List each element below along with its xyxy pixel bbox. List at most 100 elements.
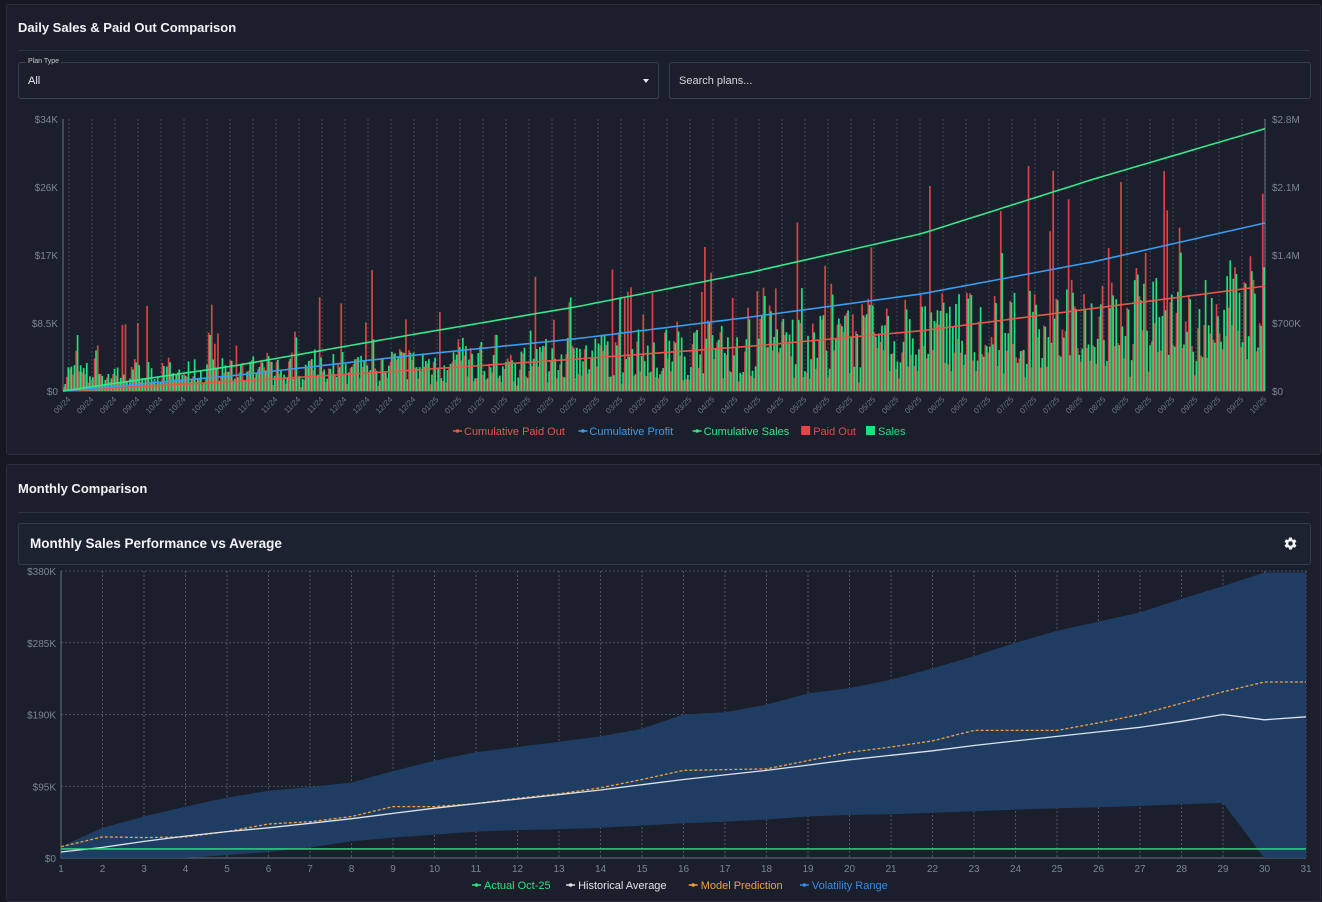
sales-bar xyxy=(1247,336,1250,391)
paid-out-bar xyxy=(1107,248,1110,391)
sales-bar xyxy=(1096,338,1099,391)
sales-bar xyxy=(733,355,735,391)
sales-bar xyxy=(539,347,541,391)
paid-out-bar xyxy=(96,345,99,391)
sales-bar xyxy=(720,325,723,391)
paid-out-bar xyxy=(321,371,324,391)
paid-out-bar xyxy=(1061,329,1064,391)
paid-out-bar xyxy=(938,324,940,391)
paid-out-bar xyxy=(1246,359,1249,391)
paid-out-bar xyxy=(1147,371,1150,391)
paid-out-bar xyxy=(630,287,632,391)
paid-out-bar xyxy=(374,368,376,391)
paid-out-bar xyxy=(210,304,213,391)
paid-out-bar xyxy=(124,324,127,391)
sales-bar xyxy=(264,370,267,391)
paid-out-bar xyxy=(475,378,478,391)
paid-out-bar xyxy=(808,378,811,391)
sales-bar xyxy=(147,362,150,391)
sales-bar xyxy=(1229,260,1232,391)
paid-out-bar xyxy=(1073,306,1076,391)
y-tick-label: $0 xyxy=(45,854,57,865)
paid-out-bar xyxy=(781,321,783,391)
sales-bar xyxy=(887,315,889,391)
sales-bar xyxy=(486,378,489,391)
paid-out-bar xyxy=(756,291,759,391)
paid-out-bar xyxy=(251,360,253,391)
legend: Actual Oct-25 Historical Average Model Pre… xyxy=(472,880,888,892)
paid-out-bar xyxy=(981,354,984,391)
paid-out-bar xyxy=(898,378,900,391)
x-tick-label: 27 xyxy=(1134,864,1146,875)
sales-bar xyxy=(662,368,664,391)
paid-out-bar xyxy=(1172,345,1175,391)
paid-out-bar xyxy=(1231,325,1233,391)
sales-bar xyxy=(378,380,381,391)
sales-bar xyxy=(628,356,631,391)
sales-bar xyxy=(1078,354,1081,391)
paid-out-bar xyxy=(460,360,463,391)
sales-bar xyxy=(1254,293,1256,391)
historical-average-line xyxy=(60,713,1307,853)
sales-bar xyxy=(711,335,714,391)
sales-bar xyxy=(1112,295,1114,391)
paid-out-bar xyxy=(676,321,679,391)
plan-type-select[interactable]: Plan Type All xyxy=(18,57,659,99)
sales-bar xyxy=(286,376,288,391)
x-tick-label: 01/25 xyxy=(443,395,464,416)
sales-bar xyxy=(955,303,957,391)
paid-out-bar xyxy=(929,186,931,391)
sales-bar xyxy=(498,375,501,391)
paid-out-bar xyxy=(435,381,438,391)
sales-bar xyxy=(847,310,849,391)
paid-out-bar xyxy=(118,382,121,391)
y-tick-label-right: $1.4M xyxy=(1272,251,1300,262)
paid-out-bar xyxy=(358,378,361,391)
sales-bar xyxy=(548,371,550,391)
paid-out-bar xyxy=(999,210,1002,391)
paid-out-bar xyxy=(614,342,617,391)
gear-icon[interactable] xyxy=(1283,536,1298,551)
sales-bar xyxy=(431,374,433,391)
x-tick-label: 09/24 xyxy=(121,395,142,416)
sales-bar xyxy=(853,366,856,391)
sales-bar xyxy=(714,349,717,391)
sales-bar xyxy=(1056,300,1059,391)
sales-bar xyxy=(64,384,67,391)
daily-sales-chart: $0 $8.5K $17K $26K $34K $0 $700K $1.4M $2.1M $2.8… xyxy=(32,115,1301,438)
x-tick-label: 12/24 xyxy=(328,395,349,416)
paid-out-bar xyxy=(1092,345,1095,391)
paid-out-bar xyxy=(633,375,635,391)
sales-bar xyxy=(782,318,785,391)
sales-bar xyxy=(181,375,184,391)
sales-bar xyxy=(1007,333,1010,391)
paid-out-bar xyxy=(380,359,383,391)
paid-out-bar xyxy=(719,332,722,391)
sales-bar xyxy=(474,378,476,391)
sales-bar xyxy=(745,339,748,391)
paid-out-bar xyxy=(1036,337,1039,391)
search-field[interactable] xyxy=(669,62,1311,99)
search-input[interactable] xyxy=(670,63,1310,98)
paid-out-bar xyxy=(824,265,826,391)
sales-bar xyxy=(1149,345,1151,391)
paid-out-bar xyxy=(260,360,262,391)
paid-out-bar xyxy=(1234,267,1236,391)
x-tick-label: 11/24 xyxy=(236,395,256,415)
paid-out-bar xyxy=(516,385,518,391)
paid-out-bar xyxy=(984,344,987,391)
sales-bar xyxy=(804,371,806,391)
paid-out-bar xyxy=(1157,351,1159,391)
legend-label: Historical Average xyxy=(578,880,666,892)
paid-out-bar xyxy=(953,352,956,391)
sales-bar xyxy=(831,294,834,391)
sales-bar xyxy=(412,352,415,391)
paid-out-bar xyxy=(617,332,620,391)
x-tick-label: 11/24 xyxy=(305,395,325,415)
x-tick-label: 23 xyxy=(968,864,980,875)
paid-out-bar xyxy=(741,374,743,391)
sales-bar xyxy=(572,348,575,391)
paid-out-bar xyxy=(549,360,552,391)
sales-bar xyxy=(844,315,846,391)
sales-bar xyxy=(1213,342,1216,391)
